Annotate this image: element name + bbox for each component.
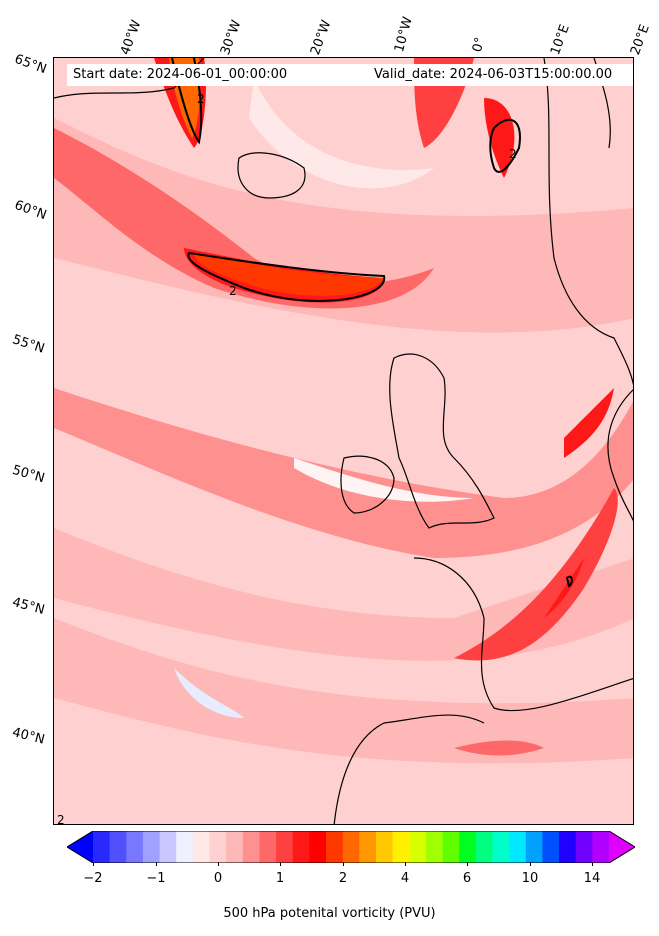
- lon-label: 10°W: [392, 15, 416, 54]
- contour-label: 2: [229, 284, 237, 298]
- colorbar-tick-label: 2: [338, 871, 348, 886]
- colorbar-tickmark: [93, 862, 94, 866]
- colorbar-tickmark: [156, 862, 157, 866]
- colorbar-swatch: [176, 831, 194, 863]
- lon-label: 10°E: [548, 22, 573, 58]
- colorbar-swatch: [492, 831, 510, 863]
- colorbar-swatch: [575, 831, 593, 863]
- colorbar-extend-max: [609, 831, 635, 863]
- colorbar-swatch: [475, 831, 493, 863]
- colorbar-swatch: [109, 831, 127, 863]
- colorbar-swatch: [93, 831, 111, 863]
- colorbar-swatch: [142, 831, 161, 863]
- lon-label: 30°W: [218, 18, 245, 58]
- pv-field-svg: 2 2 2 2: [54, 58, 633, 825]
- colorbar-tickmark: [218, 862, 219, 866]
- lon-label: 40°W: [118, 18, 145, 58]
- colorbar-swatch: [459, 831, 477, 863]
- colorbar-swatch: [392, 831, 410, 863]
- contour-label: 2: [197, 92, 205, 106]
- lat-label: 55°N: [10, 332, 47, 357]
- colorbar-swatch: [226, 831, 244, 863]
- contour-label: 2: [57, 813, 65, 825]
- colorbar: [67, 831, 635, 863]
- colorbar-tickmark: [467, 862, 468, 866]
- lat-label: 40°N: [10, 725, 47, 748]
- colorbar-swatch: [209, 831, 227, 863]
- colorbar-tick-label: 1: [275, 871, 285, 886]
- lat-label: 65°N: [12, 51, 49, 78]
- colorbar-swatch: [509, 831, 527, 863]
- lon-label: 0°: [470, 35, 489, 54]
- colorbar-tickmark: [530, 862, 531, 866]
- colorbar-tickmark: [280, 862, 281, 866]
- colorbar-swatch: [359, 831, 377, 863]
- colorbar-swatch: [559, 831, 577, 863]
- colorbar-swatch: [542, 831, 560, 863]
- colorbar-tick-label: 4: [400, 871, 410, 886]
- lon-label: 20°W: [308, 18, 335, 58]
- colorbar-tick-label: −2: [83, 871, 103, 886]
- colorbar-swatch: [309, 831, 327, 863]
- colorbar-swatch: [159, 831, 177, 863]
- lon-label: 20°E: [628, 22, 653, 58]
- colorbar-tickmark: [592, 862, 593, 866]
- contour-label: 2: [509, 147, 517, 161]
- colorbar-swatch: [276, 831, 294, 863]
- colorbar-swatch: [192, 831, 211, 863]
- colorbar-swatch: [342, 831, 360, 863]
- colorbar-tickmark: [343, 862, 344, 866]
- colorbar-tick-label: 10: [521, 871, 539, 886]
- lat-label: 60°N: [12, 197, 49, 224]
- colorbar-swatch: [409, 831, 427, 863]
- valid-date-text: Valid_date: 2024-06-03T15:00:00.00: [374, 67, 613, 82]
- colorbar-tick-label: −1: [146, 871, 166, 886]
- colorbar-tick-label: 6: [462, 871, 472, 886]
- colorbar-swatch: [259, 831, 277, 863]
- pv-map: 2 2 2 2: [53, 57, 634, 825]
- colorbar-extend-min: [67, 831, 93, 863]
- start-date-text: Start date: 2024-06-01_00:00:00: [73, 67, 288, 82]
- colorbar-tickmark: [405, 862, 406, 866]
- lat-label: 45°N: [10, 595, 47, 618]
- colorbar-swatch: [425, 831, 444, 863]
- colorbar-label: 500 hPa potenital vorticity (PVU): [223, 906, 436, 921]
- lat-label: 50°N: [10, 462, 47, 487]
- colorbar-swatch: [375, 831, 394, 863]
- colorbar-swatch: [525, 831, 543, 863]
- colorbar-swatch: [242, 831, 260, 863]
- colorbar-swatch: [126, 831, 144, 863]
- header-background: [67, 64, 633, 86]
- colorbar-tick-label: 14: [583, 871, 601, 886]
- colorbar-swatch: [592, 831, 610, 863]
- colorbar-swatch: [442, 831, 460, 863]
- colorbar-tick-label: 0: [213, 871, 223, 886]
- colorbar-swatch: [326, 831, 344, 863]
- colorbar-swatch: [292, 831, 310, 863]
